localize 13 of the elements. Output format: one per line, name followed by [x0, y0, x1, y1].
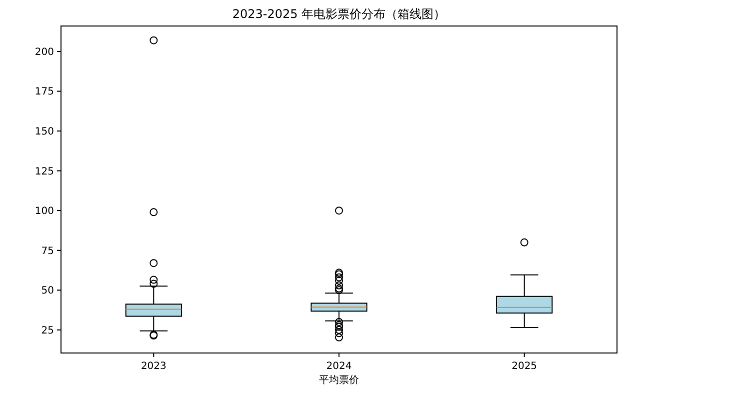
- y-tick-label: 25: [41, 325, 54, 336]
- chart-title: 2023-2025 年电影票价分布（箱线图）: [232, 7, 446, 21]
- y-tick-label: 175: [34, 86, 54, 98]
- x-tick-label: 2025: [512, 361, 538, 372]
- y-tick-label: 50: [41, 286, 54, 297]
- x-axis-title: 平均票价: [319, 374, 359, 386]
- y-tick-label: 200: [34, 46, 54, 58]
- y-tick-label: 150: [34, 126, 54, 138]
- x-tick-label: 2023: [140, 361, 166, 372]
- y-tick-label: 75: [41, 246, 54, 257]
- y-tick-label: 100: [34, 206, 54, 218]
- y-tick-label: 125: [34, 166, 54, 178]
- x-tick-label: 2024: [326, 361, 352, 372]
